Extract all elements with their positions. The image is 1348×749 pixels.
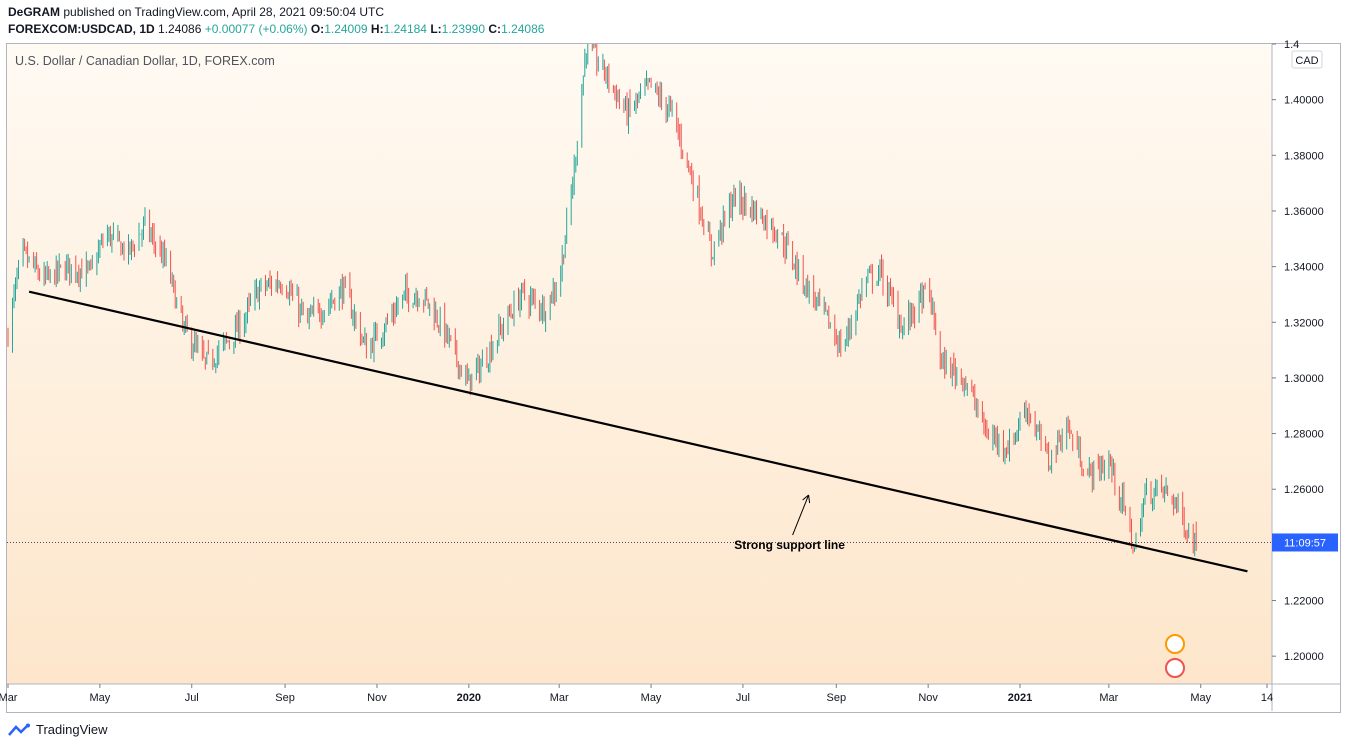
x-tick-label: Sep	[275, 692, 295, 704]
tradingview-logo[interactable]: TradingView	[8, 722, 108, 737]
candles-group	[7, 44, 1197, 557]
plot-background	[7, 44, 1272, 684]
x-tick-label: Jul	[736, 692, 750, 704]
low-label: L:	[430, 22, 442, 36]
tradingview-icon	[8, 723, 30, 736]
y-tick-label: 1.26000	[1284, 484, 1324, 496]
chart-title: U.S. Dollar / Canadian Dollar, 1D, FOREX…	[15, 54, 275, 68]
high-value: 1.24184	[383, 22, 427, 36]
close-value: 1.24086	[501, 22, 545, 36]
y-tick-label: 1.34000	[1284, 262, 1324, 274]
x-tick-label: May	[1190, 692, 1211, 704]
x-tick-label: 14	[1261, 692, 1273, 704]
high-label: H:	[370, 22, 384, 36]
countdown-label-bg	[1272, 533, 1338, 552]
chart-frame	[6, 43, 1341, 713]
y-tick-label: 1.32000	[1284, 317, 1324, 329]
annotation-arrow	[792, 494, 810, 536]
price-change: +0.00077 (+0.06%)	[204, 22, 308, 36]
countdown-label: 11:09:57	[1284, 537, 1326, 549]
y-tick-label: 1.40000	[1284, 95, 1324, 107]
x-tick-label: Mar	[0, 692, 18, 704]
y-tick-label: 1.30000	[1284, 373, 1324, 385]
event-icon-economic[interactable]	[1165, 658, 1185, 678]
ohlc-bar: FOREXCOM:USDCAD, 1D 1.24086 +0.00077 (+0…	[8, 22, 544, 36]
publish-date: published on TradingView.com, April 28, …	[60, 5, 384, 19]
y-tick-label: 1.28000	[1284, 429, 1324, 441]
x-tick-label: Jul	[185, 692, 199, 704]
x-tick-label: 2020	[457, 692, 481, 704]
y-tick-label: 1.20000	[1284, 651, 1324, 663]
brand-label: TradingView	[36, 722, 108, 737]
y-tick-label: 1.36000	[1284, 206, 1324, 218]
annotation-text: Strong support line	[734, 538, 845, 552]
publish-info: DeGRAM published on TradingView.com, Apr…	[8, 5, 384, 19]
x-tick-label: Nov	[367, 692, 387, 704]
y-tick-label: 1.38000	[1284, 150, 1324, 162]
support-trendline[interactable]	[28, 290, 1248, 573]
x-tick-label: Nov	[918, 692, 938, 704]
y-tick-label: 1.4	[1284, 39, 1299, 51]
x-tick-label: May	[89, 692, 110, 704]
currency-label: CAD	[1295, 55, 1318, 67]
open-label: O:	[310, 22, 325, 36]
currency-badge[interactable]	[1291, 50, 1323, 69]
annotation-arrowhead	[802, 494, 811, 504]
author-name: DeGRAM	[8, 5, 61, 19]
x-tick-label: Sep	[827, 692, 847, 704]
y-tick-label: 1.22000	[1284, 596, 1324, 608]
x-tick-label: 2021	[1008, 692, 1032, 704]
open-value: 1.24009	[324, 22, 368, 36]
close-label: C:	[488, 22, 502, 36]
symbol-label: FOREXCOM:USDCAD, 1D	[8, 22, 155, 36]
x-tick-label: May	[641, 692, 662, 704]
last-price: 1.24086	[158, 22, 202, 36]
x-tick-label: Mar	[550, 692, 569, 704]
low-value: 1.23990	[441, 22, 486, 36]
event-icon-earnings[interactable]	[1165, 634, 1185, 654]
x-tick-label: Mar	[1099, 692, 1118, 704]
